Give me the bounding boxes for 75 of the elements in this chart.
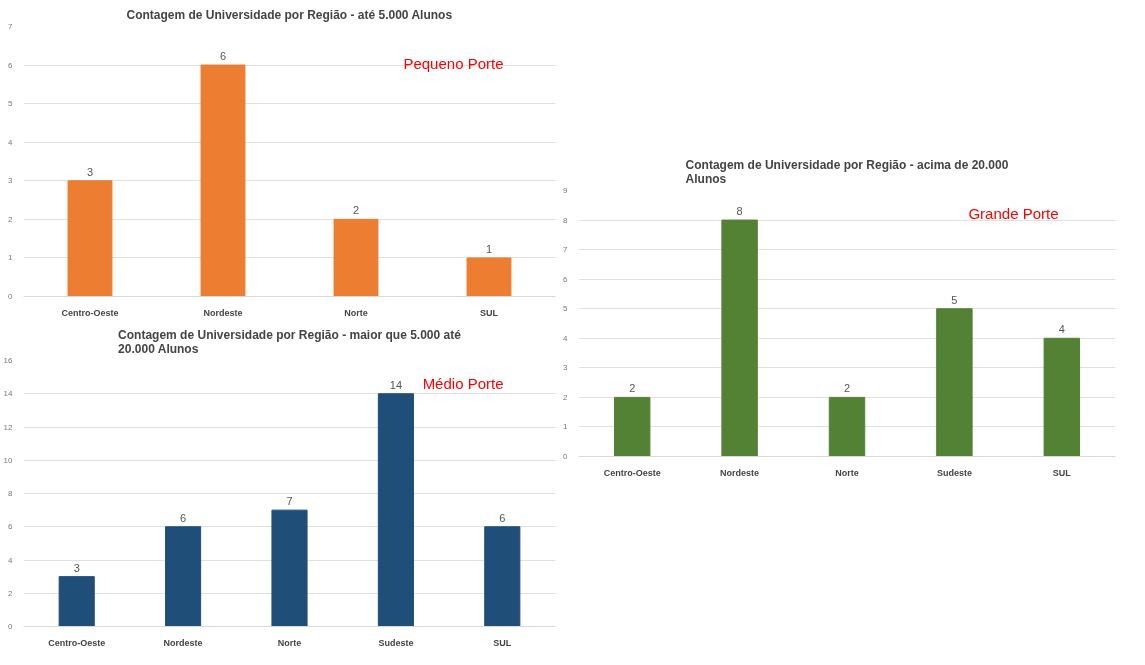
annotation: Médio Porte — [422, 374, 504, 392]
data-label: 1 — [485, 242, 493, 255]
x-tick-label: Sudeste — [936, 467, 972, 478]
data-label: 6 — [499, 511, 506, 524]
data-label: 3 — [86, 165, 94, 178]
y-tick-label: 14 — [3, 389, 14, 399]
x-tick-label: SUL — [1052, 467, 1072, 478]
data-label: 2 — [352, 204, 360, 217]
chart-title: Contagem de Universidade por Região - acima de 20.000 Alunos — [685, 157, 1009, 186]
x-tick-label: Centro-Oeste — [48, 637, 106, 648]
y-tick-label: 4 — [563, 333, 569, 343]
bar — [721, 219, 758, 457]
y-tick-label: 6 — [8, 522, 14, 532]
data-label: 4 — [1058, 323, 1065, 336]
y-tick-label: 8 — [563, 215, 569, 225]
x-tick-label: SUL — [493, 637, 512, 648]
bar — [58, 576, 95, 627]
bar — [484, 526, 521, 627]
bar — [333, 218, 379, 297]
y-tick-label: 1 — [563, 422, 569, 432]
bar — [67, 180, 113, 297]
y-tick-label: 1 — [8, 253, 14, 263]
y-tick-label: 12 — [3, 422, 14, 432]
y-tick-label: 0 — [563, 452, 569, 461]
y-tick-label: 7 — [8, 22, 14, 31]
data-label: 7 — [286, 495, 293, 508]
y-tick-label: 5 — [8, 99, 14, 109]
data-label: 8 — [736, 205, 743, 218]
y-tick-label: 7 — [563, 245, 569, 255]
x-tick-label: Norte — [344, 307, 368, 318]
y-tick-label: 4 — [8, 137, 14, 147]
data-label: 5 — [951, 293, 958, 306]
bar — [1043, 337, 1081, 457]
data-label: 3 — [73, 561, 80, 574]
bar — [466, 257, 512, 297]
x-tick-label: Centro-Oeste — [61, 307, 119, 318]
y-tick-label: 0 — [8, 622, 14, 631]
bar — [165, 526, 202, 627]
x-tick-label: SUL — [480, 307, 499, 318]
data-label: 6 — [219, 50, 227, 63]
y-tick-label: 3 — [8, 176, 14, 186]
y-tick-label: 9 — [563, 186, 569, 195]
y-tick-label: 6 — [8, 60, 14, 70]
bar — [271, 509, 308, 627]
x-tick-label: Norte — [835, 467, 859, 478]
x-tick-label: Nordeste — [203, 307, 243, 318]
chart-title: Contagem de Universidade por Região - até 5.000 Alunos — [126, 7, 453, 22]
y-tick-label: 3 — [563, 363, 569, 373]
bar — [377, 393, 414, 627]
x-tick-label: Nordeste — [720, 467, 760, 478]
data-label: 2 — [843, 382, 851, 395]
y-tick-label: 6 — [563, 274, 569, 284]
y-tick-label: 10 — [3, 455, 14, 465]
x-tick-label: Sudeste — [378, 637, 414, 648]
x-tick-label: Norte — [277, 637, 302, 648]
data-label: 2 — [629, 382, 636, 395]
y-tick-label: 5 — [563, 304, 569, 314]
y-tick-label: 2 — [8, 214, 14, 224]
y-tick-label: 2 — [8, 588, 14, 598]
x-tick-label: Centro-Oeste — [603, 467, 661, 478]
annotation: Pequeno Porte — [403, 54, 504, 72]
data-label: 6 — [180, 511, 187, 524]
y-tick-label: 8 — [8, 489, 14, 498]
annotation: Grande Porte — [968, 204, 1059, 222]
data-label: 14 — [389, 378, 403, 391]
y-tick-label: 0 — [8, 292, 14, 301]
y-tick-label: 4 — [8, 555, 14, 565]
y-tick-label: 2 — [563, 392, 569, 402]
x-tick-label: Nordeste — [163, 637, 203, 648]
bar — [613, 396, 651, 457]
bar — [828, 396, 866, 457]
bar — [936, 308, 973, 457]
chart-title: Contagem de Universidade por Região - maior que 5.000 até 20.000 Alunos — [118, 327, 462, 356]
bar — [200, 64, 246, 297]
y-tick-label: 16 — [3, 356, 14, 365]
